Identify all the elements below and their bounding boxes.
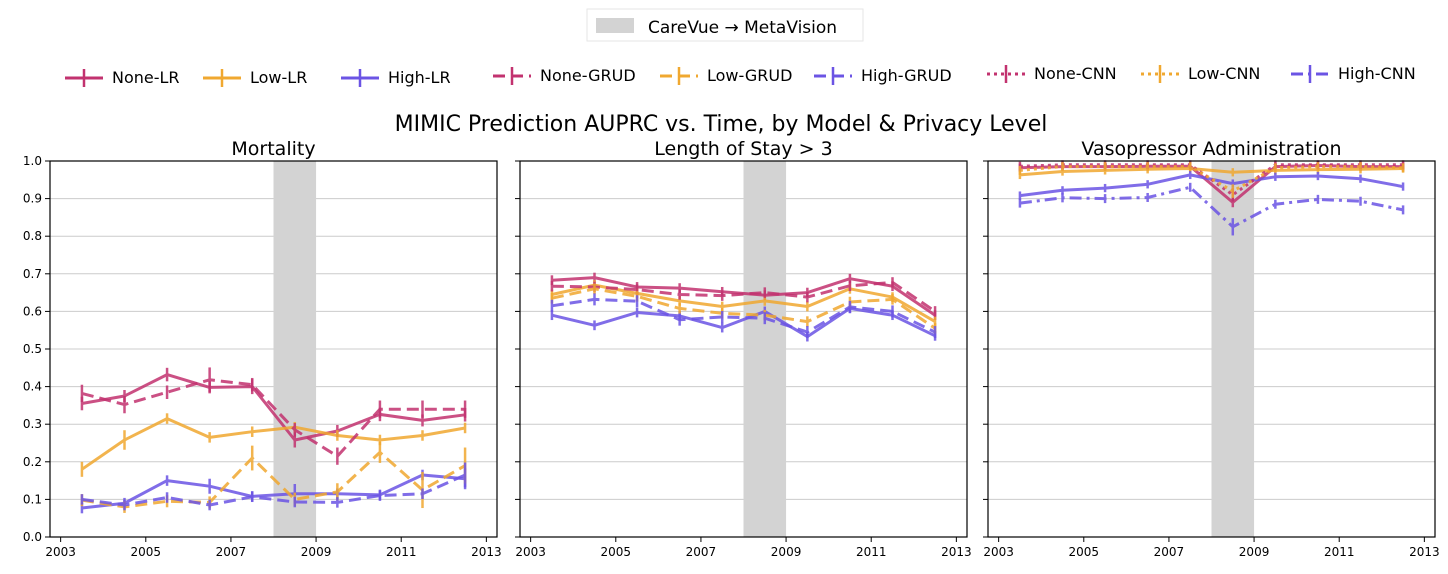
legend-item-low-lr: Low-LR <box>203 68 307 87</box>
series-line <box>1019 165 1404 193</box>
legend-item-high-grud: High-GRUD <box>814 66 952 85</box>
x-tick-label: 2007 <box>1154 545 1185 559</box>
x-tick-label: 2013 <box>1409 545 1440 559</box>
x-tick-label: 2009 <box>1239 545 1270 559</box>
series-line <box>551 306 936 339</box>
y-tick-label: 1.0 <box>23 154 42 168</box>
y-tick-label: 0.6 <box>23 304 42 318</box>
shading-legend-label: CareVue → MetaVision <box>648 18 837 38</box>
x-tick-label: 2013 <box>471 545 502 559</box>
series-high-cnn <box>1018 182 1405 236</box>
series-high-grud <box>80 462 467 511</box>
legend-item-high-cnn: High-CNN <box>1291 64 1416 83</box>
panel-title: Length of Stay > 3 <box>654 138 832 160</box>
y-axis-ticks <box>515 160 520 538</box>
legend-label: Low-GRUD <box>707 66 792 85</box>
chart-panels: 2003 2005 2007 2009 2011 20130.00.10.20.30.40… <box>23 138 1440 559</box>
series-group <box>80 367 467 514</box>
panel-vasopressor-administration: 2003 2005 2007 2009 2011 2013 Vasopressor Admi… <box>983 138 1440 559</box>
legend-item-none-grud: None-GRUD <box>493 66 636 85</box>
series-line <box>81 450 466 509</box>
y-tick-label: 0.7 <box>23 267 42 281</box>
y-tick-label: 0.5 <box>23 342 42 356</box>
legend-item-low-cnn: Low-CNN <box>1141 64 1260 83</box>
series-line <box>81 473 466 507</box>
series-line <box>551 297 936 334</box>
series-high-grud <box>550 293 937 339</box>
x-tick-label: 2009 <box>301 545 332 559</box>
legend-item-none-lr: None-LR <box>65 68 180 87</box>
series-line <box>81 473 466 510</box>
x-axis-ticks: 2003 2005 2007 2009 2011 2013 <box>45 537 502 559</box>
series-line <box>551 280 936 313</box>
x-tick-label: 2003 <box>515 545 546 559</box>
shading-legend: CareVue → MetaVision <box>586 8 864 42</box>
carevue-metavision-shade <box>743 161 787 537</box>
shading-legend-swatch <box>596 18 634 33</box>
y-tick-label: 0.4 <box>23 380 42 394</box>
legend-label: High-LR <box>388 68 451 87</box>
panel-title: Mortality <box>231 138 315 160</box>
panel-length-of-stay-3: 2003 2005 2007 2009 2011 2013 Length of Stay >… <box>515 138 972 559</box>
series-line <box>81 373 466 442</box>
x-tick-label: 2005 <box>601 545 632 559</box>
series-legend: None-LR Low-LR High-LR None-GRUD Low-GRUD Hig… <box>65 64 1416 87</box>
x-tick-label: 2005 <box>131 545 162 559</box>
series-low-cnn <box>1018 162 1405 198</box>
x-axis-ticks: 2003 2005 2007 2009 2011 2013 <box>515 537 972 559</box>
legend-label: High-CNN <box>1338 64 1416 83</box>
panel-mortality: 2003 2005 2007 2009 2011 20130.00.10.20.30.40… <box>23 138 502 559</box>
carevue-metavision-shade <box>1211 161 1255 537</box>
figure-title: MIMIC Prediction AUPRC vs. Time, by Mode… <box>395 112 1048 137</box>
series-line <box>1019 167 1404 177</box>
panel-title: Vasopressor Administration <box>1081 138 1341 160</box>
x-tick-label: 2011 <box>856 545 887 559</box>
legend-label: None-GRUD <box>540 66 636 85</box>
series-none-grud <box>550 277 937 317</box>
legend-label: Low-CNN <box>1188 64 1260 83</box>
series-line <box>551 287 936 330</box>
series-line <box>81 378 466 458</box>
legend-label: High-GRUD <box>861 66 952 85</box>
legend-item-low-grud: Low-GRUD <box>660 66 792 85</box>
y-tick-label: 0.2 <box>23 455 42 469</box>
x-tick-label: 2007 <box>216 545 247 559</box>
legend-label: None-CNN <box>1034 64 1117 83</box>
x-tick-label: 2003 <box>45 545 76 559</box>
series-none-grud <box>80 367 467 465</box>
y-axis-ticks: 0.0 0.1 0.2 0.3 0.4 0.5 0.6 0.7 0.8 0.9 1.0 <box>23 154 50 544</box>
carevue-metavision-shade <box>273 161 317 537</box>
series-group <box>1018 160 1405 236</box>
x-tick-label: 2009 <box>771 545 802 559</box>
x-tick-label: 2013 <box>941 545 972 559</box>
series-line <box>1019 185 1404 229</box>
series-line <box>81 417 466 471</box>
y-tick-label: 0.1 <box>23 492 42 506</box>
x-tick-label: 2011 <box>386 545 417 559</box>
x-tick-label: 2005 <box>1069 545 1100 559</box>
y-tick-label: 0.8 <box>23 229 42 243</box>
legend-label: None-LR <box>112 68 180 87</box>
series-line <box>551 276 936 317</box>
x-tick-label: 2011 <box>1324 545 1355 559</box>
y-tick-label: 0.3 <box>23 417 42 431</box>
legend-item-none-cnn: None-CNN <box>987 64 1117 83</box>
x-axis-ticks: 2003 2005 2007 2009 2011 2013 <box>983 537 1440 559</box>
legend-label: Low-LR <box>250 68 307 87</box>
x-tick-label: 2003 <box>983 545 1014 559</box>
legend-item-high-lr: High-LR <box>341 68 451 87</box>
series-line <box>1019 163 1404 197</box>
y-axis-ticks <box>983 160 988 538</box>
x-tick-label: 2007 <box>686 545 717 559</box>
series-group <box>550 272 937 342</box>
y-tick-label: 0.0 <box>23 530 42 544</box>
y-tick-label: 0.9 <box>23 192 42 206</box>
